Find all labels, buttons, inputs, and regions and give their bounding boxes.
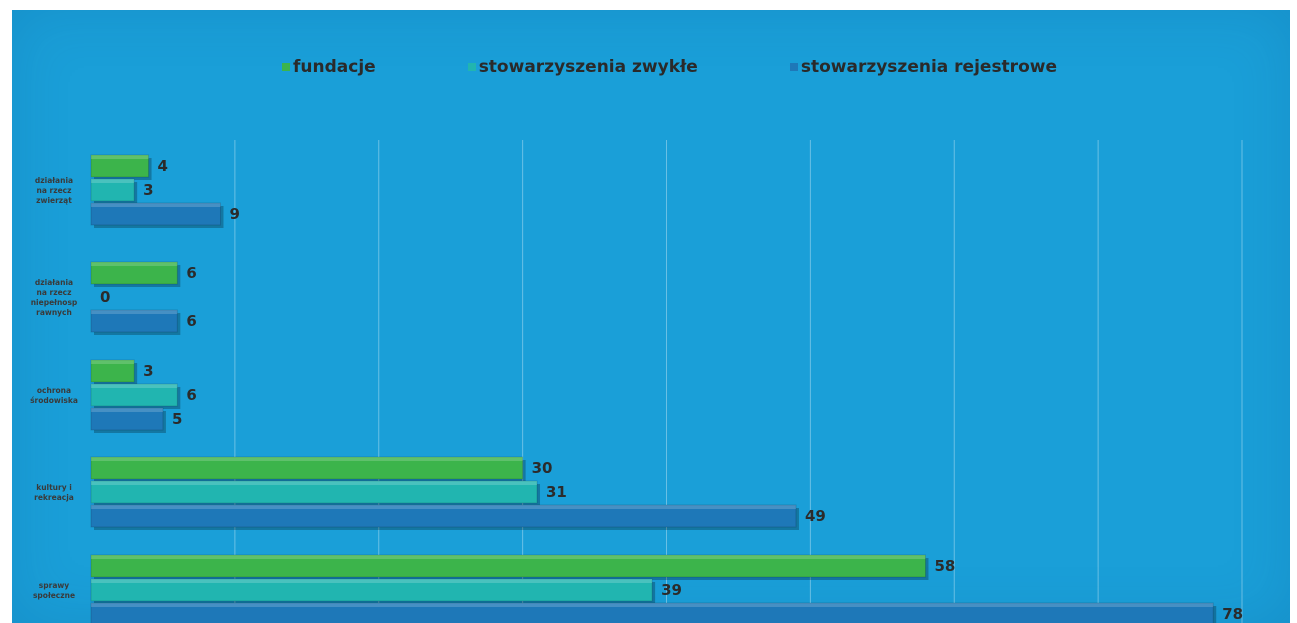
category-label-line: rekreacja <box>34 493 74 502</box>
bar-stowarzyszenia-zwykłe-2 <box>90 383 178 407</box>
legend: fundacje stowarzyszenia zwykłe stowarzys… <box>282 57 1057 77</box>
legend-swatch-stowarzyszenia-zwykle <box>467 63 476 71</box>
category-label-line: rawnych <box>36 308 72 317</box>
category-label-2: ochrona środowiska <box>30 386 78 405</box>
legend-item-fundacje: fundacje <box>282 57 376 77</box>
bar-highlight <box>91 555 926 559</box>
category-label-4: sprawy społeczne <box>33 581 75 600</box>
bar-highlight <box>91 579 653 583</box>
value-label-fundacje-1: 6 <box>186 264 196 282</box>
bars <box>90 154 1217 623</box>
bar-stowarzyszenia-rejestrowe-0 <box>90 202 221 226</box>
value-label-fundacje-2: 3 <box>143 362 153 380</box>
bar-highlight <box>91 310 178 314</box>
legend-item-stowarzyszenia-zwykle: stowarzyszenia zwykłe <box>467 57 698 77</box>
value-label-stowarzyszenia-zwykłe-4: 39 <box>661 581 682 599</box>
value-label-stowarzyszenia-rejestrowe-3: 49 <box>805 507 826 525</box>
value-label-stowarzyszenia-rejestrowe-2: 5 <box>172 410 182 428</box>
value-label-stowarzyszenia-rejestrowe-4: 78 <box>1222 605 1243 623</box>
value-label-stowarzyszenia-rejestrowe-1: 6 <box>186 312 196 330</box>
category-label-1: działania na rzecz niepełnosp rawnych <box>31 278 78 317</box>
category-label-line: sprawy <box>39 581 70 590</box>
category-label-line: na rzecz <box>37 288 72 297</box>
chart-frame: fundacje stowarzyszenia zwykłe stowarzys… <box>12 10 1290 623</box>
legend-swatch-fundacje <box>282 63 290 71</box>
category-label-line: ochrona <box>37 386 71 395</box>
bar-highlight <box>91 360 135 364</box>
bar-highlight <box>91 262 178 266</box>
bar-fundacje-4 <box>90 554 926 578</box>
value-label-stowarzyszenia-zwykłe-0: 3 <box>143 181 153 199</box>
bar-highlight <box>91 505 796 509</box>
bar-fundacje-1 <box>90 261 178 285</box>
bar-stowarzyszenia-zwykłe-3 <box>90 480 538 504</box>
bar-stowarzyszenia-rejestrowe-2 <box>90 407 164 431</box>
category-label-line: działania <box>35 278 73 287</box>
value-label-fundacje-3: 30 <box>532 459 553 477</box>
category-label-line: kultury i <box>36 483 72 492</box>
bar-highlight <box>91 384 178 388</box>
category-label-line: środowiska <box>30 396 78 405</box>
bar-highlight <box>91 179 135 183</box>
bar-highlight <box>91 408 163 412</box>
category-label-3: kultury i rekreacja <box>34 483 74 502</box>
bar-stowarzyszenia-rejestrowe-4 <box>90 602 1214 623</box>
value-label-fundacje-0: 4 <box>158 157 168 175</box>
bar-highlight <box>91 481 538 485</box>
legend-item-stowarzyszenia-rejestrowe: stowarzyszenia rejestrowe <box>789 57 1057 77</box>
value-label-stowarzyszenia-zwykłe-2: 6 <box>186 386 196 404</box>
category-label-0: działania na rzecz zwierząt <box>35 176 73 205</box>
bar-fundacje-3 <box>90 456 524 480</box>
category-label-line: niepełnosp <box>31 298 78 307</box>
legend-swatch-stowarzyszenia-rejestrowe <box>789 63 798 71</box>
legend-label-stowarzyszenia-rejestrowe: stowarzyszenia rejestrowe <box>800 57 1057 77</box>
bar-fundacje-2 <box>90 359 135 383</box>
legend-label-stowarzyszenia-zwykle: stowarzyszenia zwykłe <box>478 57 698 77</box>
value-label-stowarzyszenia-zwykłe-3: 31 <box>546 483 567 501</box>
bar-stowarzyszenia-zwykłe-0 <box>90 178 135 202</box>
bar-fundacje-0 <box>90 154 150 178</box>
gridlines <box>234 140 1243 623</box>
bar-highlight <box>91 457 523 461</box>
value-label-stowarzyszenia-rejestrowe-0: 9 <box>229 205 239 223</box>
value-label-stowarzyszenia-zwykłe-1: 0 <box>100 288 110 306</box>
bar-highlight <box>91 603 1214 607</box>
category-label-line: zwierząt <box>36 196 72 205</box>
value-label-fundacje-4: 58 <box>934 557 955 575</box>
category-label-line: społeczne <box>33 591 75 600</box>
bar-stowarzyszenia-zwykłe-4 <box>90 578 653 602</box>
category-label-line: na rzecz <box>37 186 72 195</box>
legend-label-fundacje: fundacje <box>293 57 376 77</box>
bar-stowarzyszenia-rejestrowe-3 <box>90 504 797 528</box>
bar-stowarzyszenia-rejestrowe-1 <box>90 309 178 333</box>
bar-highlight <box>91 203 221 207</box>
category-label-line: działania <box>35 176 73 185</box>
bar-highlight <box>91 155 149 159</box>
